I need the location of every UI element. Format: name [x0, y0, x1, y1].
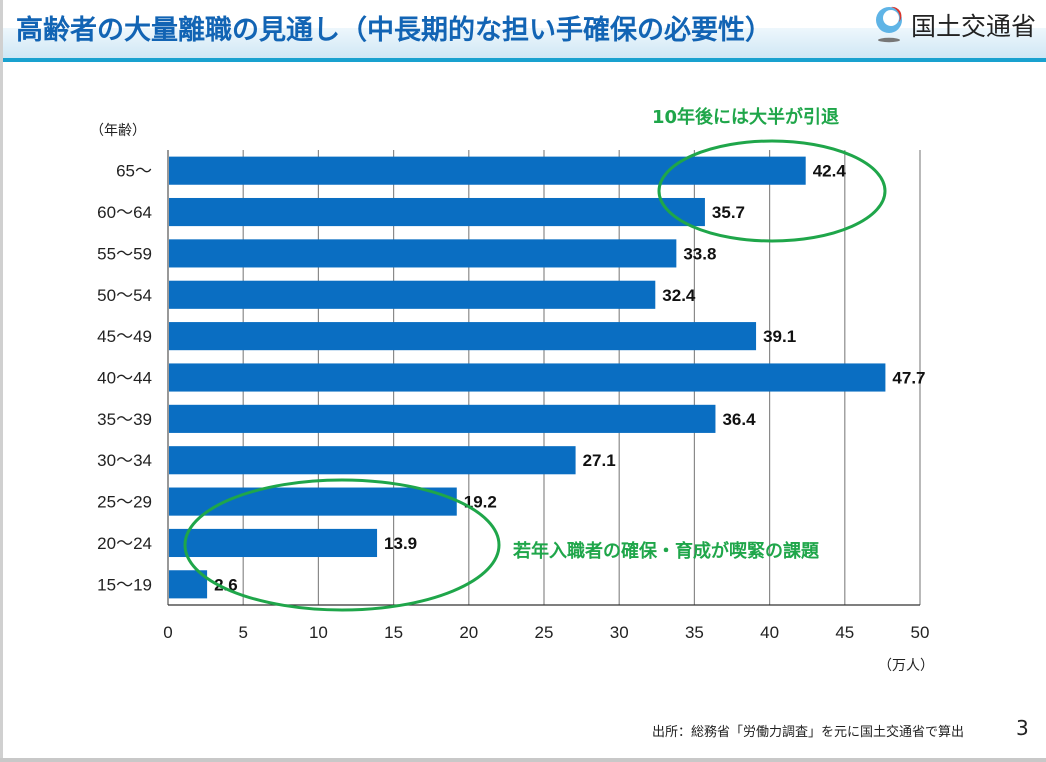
bar	[169, 404, 716, 433]
x-tick-label: 5	[238, 623, 247, 642]
ministry-logo: 国土交通省	[873, 4, 1043, 44]
category-label: 15～19	[97, 575, 152, 594]
value-label: 2.6	[214, 575, 238, 594]
y-axis-title: （年齢）	[90, 123, 146, 139]
header-band	[3, 28, 1046, 58]
x-tick-label: 30	[610, 623, 629, 642]
header-divider	[3, 58, 1046, 62]
category-label: 55～59	[97, 244, 152, 263]
page-number: 3	[1016, 716, 1029, 740]
value-label: 13.9	[384, 534, 417, 553]
category-label: 40～44	[97, 369, 152, 388]
x-tick-label: 45	[835, 623, 854, 642]
highlight-ellipse-senior	[657, 139, 887, 243]
value-label: 35.7	[712, 203, 745, 222]
bar	[169, 156, 806, 185]
source-note: 出所：総務省「労働力調査」を元に国土交通省で算出	[652, 725, 965, 740]
value-label: 47.7	[892, 369, 925, 388]
bar	[169, 446, 576, 475]
value-label: 39.1	[763, 327, 796, 346]
category-label: 65～	[116, 162, 152, 181]
category-label: 25～29	[97, 493, 152, 512]
category-labels: 65～ 60～64 55～59 50～54 45～49 40～44 35～39 30～34 25…	[97, 162, 152, 595]
category-label: 50～54	[97, 286, 152, 305]
value-label: 27.1	[583, 451, 616, 470]
category-label: 30～34	[97, 451, 152, 470]
axes	[167, 150, 920, 606]
x-tick-label: 20	[459, 623, 478, 642]
bars	[169, 156, 886, 599]
frame-left-border	[0, 0, 3, 762]
ministry-name: 国土交通省	[911, 12, 1037, 41]
value-label: 33.8	[683, 244, 716, 263]
bar	[169, 363, 886, 392]
category-label: 35～39	[97, 410, 152, 429]
x-tick-label: 35	[685, 623, 704, 642]
bar	[169, 528, 378, 558]
bar	[169, 239, 677, 268]
value-label: 32.4	[662, 286, 696, 305]
x-tick-label: 50	[911, 623, 930, 642]
frame-bottom-border	[0, 758, 1046, 762]
page-title: 高齢者の大量離職の見通し（中長期的な担い手確保の必要性）	[16, 15, 772, 46]
x-tick-label: 10	[309, 623, 328, 642]
mlit-logo-icon	[876, 6, 902, 43]
annotation-retirement: 10年後には大半が引退	[652, 106, 839, 128]
x-tick-label: 25	[535, 623, 554, 642]
annotation-young-workers: 若年入職者の確保・育成が喫緊の課題	[512, 540, 820, 562]
value-labels: 42.4 35.7 33.8 32.4 39.1 47.7 36.4 27.1 19.2 13.9…	[214, 162, 925, 595]
x-tick-label: 0	[163, 623, 172, 642]
x-axis-unit: （万人）	[878, 658, 934, 674]
highlight-ellipse-young	[183, 478, 501, 612]
tick-labels: 0 5 10 15 20 25 30 35 40 45 50	[163, 623, 929, 642]
category-label: 45～49	[97, 327, 152, 346]
bar	[169, 487, 457, 516]
value-label: 19.2	[464, 493, 497, 512]
x-tick-label: 15	[384, 623, 403, 642]
bar	[169, 322, 757, 351]
x-tick-label: 40	[760, 623, 779, 642]
bar	[169, 197, 705, 227]
category-label: 20～24	[97, 534, 152, 553]
bar	[169, 280, 656, 309]
value-label: 36.4	[722, 410, 756, 429]
value-label: 42.4	[813, 162, 847, 181]
category-label: 60～64	[97, 203, 152, 222]
